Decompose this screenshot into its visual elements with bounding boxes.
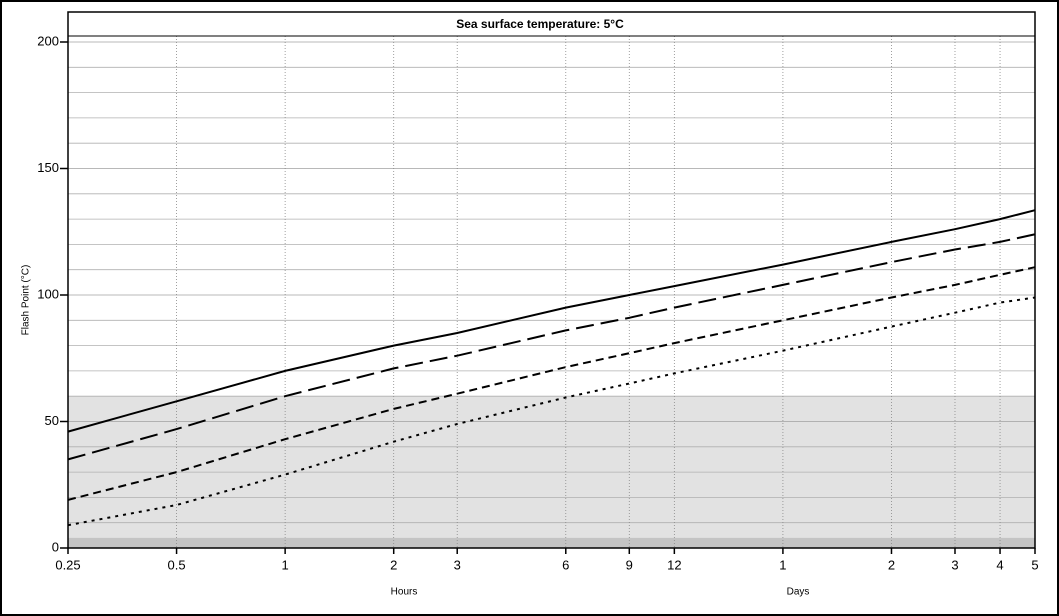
series-line (67, 209, 1036, 433)
series-line (67, 296, 1036, 527)
series-line (67, 233, 1036, 461)
y-tick-label: 0 (52, 539, 59, 554)
y-tick-label: 200 (37, 33, 59, 48)
x-tick-label: 12 (667, 557, 681, 572)
x-tick-label: 2 (390, 557, 397, 572)
x-tick-label: 5 (1031, 557, 1038, 572)
y-tick-label: 100 (37, 286, 59, 301)
shaded-band (68, 537, 1035, 548)
x-tick-label: 4 (996, 557, 1003, 572)
x-tick-label: 3 (454, 557, 461, 572)
x-axis-label-hours: Hours (391, 587, 418, 598)
x-tick-label: 9 (626, 557, 633, 572)
x-axis-label-days: Days (787, 587, 810, 598)
y-axis-label: Flash Point (°C) (21, 265, 32, 336)
x-tick-label: 3 (951, 557, 958, 572)
lines (67, 209, 1036, 527)
series-line (67, 266, 1036, 501)
y-tick-label: 150 (37, 160, 59, 175)
x-tick-label: 0.5 (168, 557, 186, 572)
x-tick-label: 6 (562, 557, 569, 572)
chart-title: Sea surface temperature: 5°C (456, 17, 624, 31)
x-tick-label: 1 (779, 557, 786, 572)
y-tick-label: 50 (45, 413, 59, 428)
plot-border (67, 11, 1036, 549)
x-tick-label: 2 (888, 557, 895, 572)
x-tick-label: 1 (282, 557, 289, 572)
x-tick-label: 0.25 (55, 557, 80, 572)
